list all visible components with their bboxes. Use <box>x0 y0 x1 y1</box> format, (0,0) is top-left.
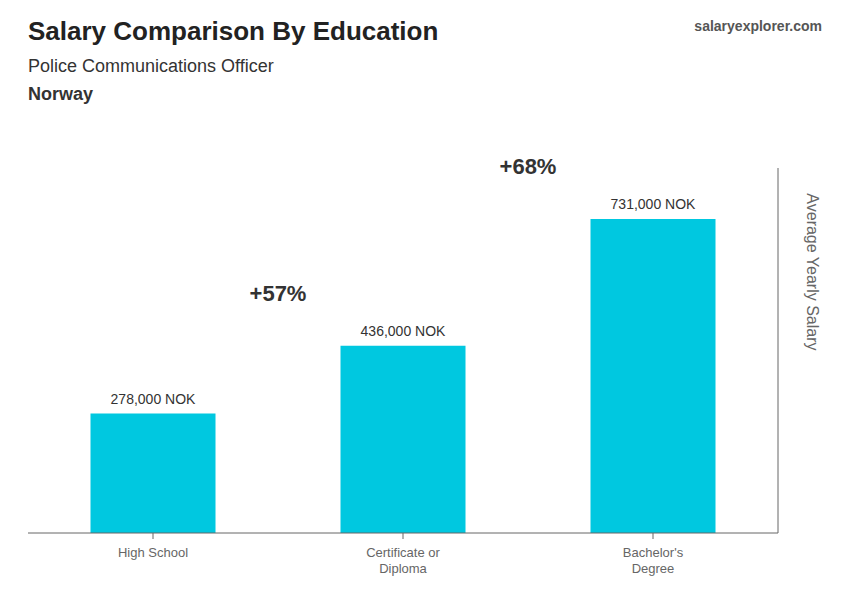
html-text:Salary Comparison By Education: Salary Comparison By Education <box>28 16 439 46</box>
svg-text:Average Yearly Salary: Average Yearly Salary <box>804 193 821 350</box>
svg-text:Bachelor'sDegree: Bachelor'sDegree <box>623 545 684 576</box>
svg-text:731,000 NOK: 731,000 NOK <box>611 196 696 212</box>
svg-text:Certificate orDiploma: Certificate orDiploma <box>366 545 440 576</box>
svg-text:High School: High School <box>118 545 188 560</box>
svg-text:436,000 NOK: 436,000 NOK <box>361 323 446 339</box>
html-text:salaryexplorer.com: salaryexplorer.com <box>694 18 822 34</box>
svg-text:+68%: +68% <box>500 154 557 179</box>
svg-text:+57%: +57% <box>250 281 307 306</box>
svg-text:278,000 NOK: 278,000 NOK <box>111 391 196 407</box>
html-text:Police Communications Officer: Police Communications Officer <box>28 56 274 76</box>
html-text:Norway: Norway <box>28 84 93 104</box>
